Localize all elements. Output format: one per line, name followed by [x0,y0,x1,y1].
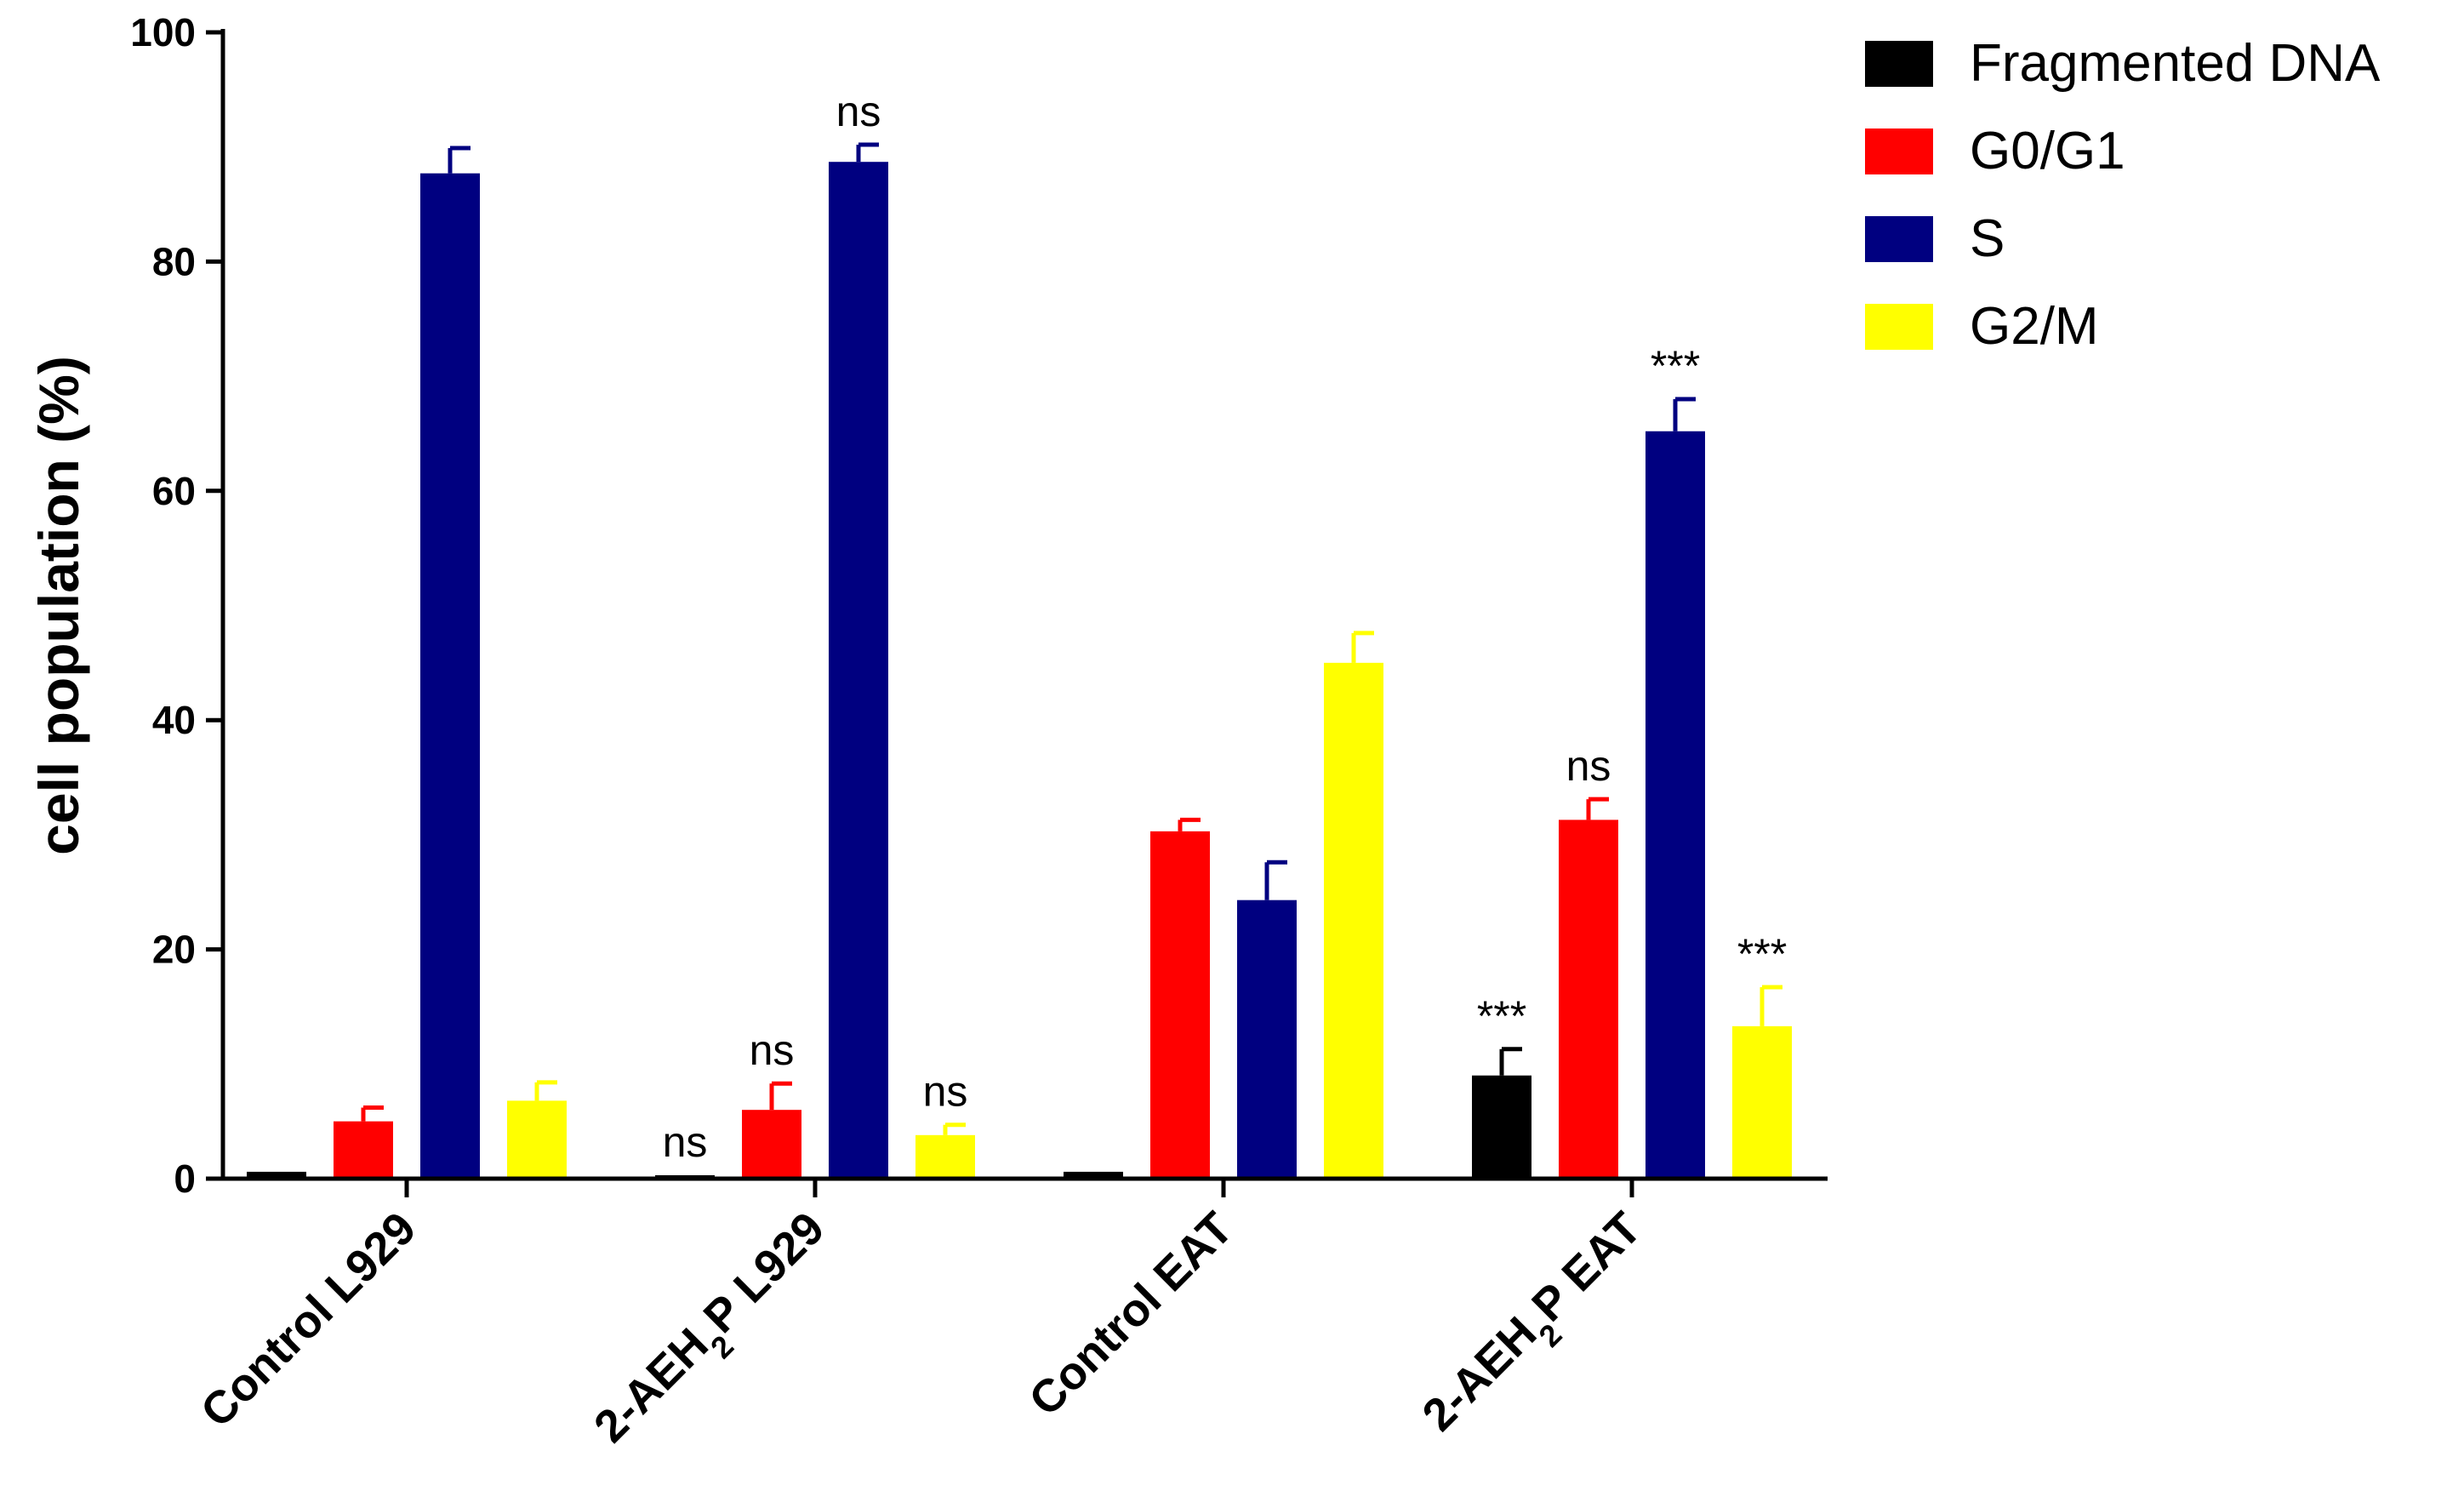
legend-label: G0/G1 [1970,122,2125,180]
bar [1237,900,1297,1179]
significance-label: *** [1737,930,1787,978]
bar [1559,820,1618,1179]
legend-swatch [1865,304,1933,350]
legend-label: G2/M [1970,297,2099,356]
bar [742,1110,801,1179]
x-tick-label: 2-AEH2P L929 [585,1202,844,1462]
bar [507,1100,567,1179]
significance-label: ns [836,88,881,135]
x-tick-label: Control L929 [191,1202,426,1437]
x-tick-label: 2-AEH2P EAT [1412,1202,1661,1451]
y-tick-label: 100 [130,10,196,54]
significance-label: ns [663,1118,708,1166]
y-tick-label: 40 [152,698,196,742]
bar [915,1134,975,1179]
bar [1732,1025,1792,1179]
y-tick-label: 0 [174,1157,196,1201]
significance-label: ns [1566,742,1611,790]
bar [1472,1075,1531,1179]
bar [247,1171,306,1179]
bar [1150,831,1210,1179]
y-tick-label: 20 [152,928,196,972]
legend-swatch [1865,129,1933,174]
legend-label: S [1970,209,2005,268]
y-tick-label: 80 [152,239,196,283]
bar [1646,431,1705,1180]
legend-swatch [1865,41,1933,87]
significance-label: ns [750,1026,795,1074]
significance-label: *** [1651,342,1700,390]
significance-label: *** [1477,992,1526,1040]
y-tick-label: 60 [152,469,196,513]
bar [420,173,480,1179]
legend-swatch [1865,216,1933,262]
y-axis-label: cell population (%) [27,356,90,855]
bar [829,162,888,1180]
bar [334,1121,393,1179]
significance-label: ns [923,1068,968,1116]
bar [1324,662,1383,1179]
bar [1064,1171,1123,1179]
x-tick-label: Control EAT [1019,1202,1242,1425]
legend-label: Fragmented DNA [1970,34,2381,93]
